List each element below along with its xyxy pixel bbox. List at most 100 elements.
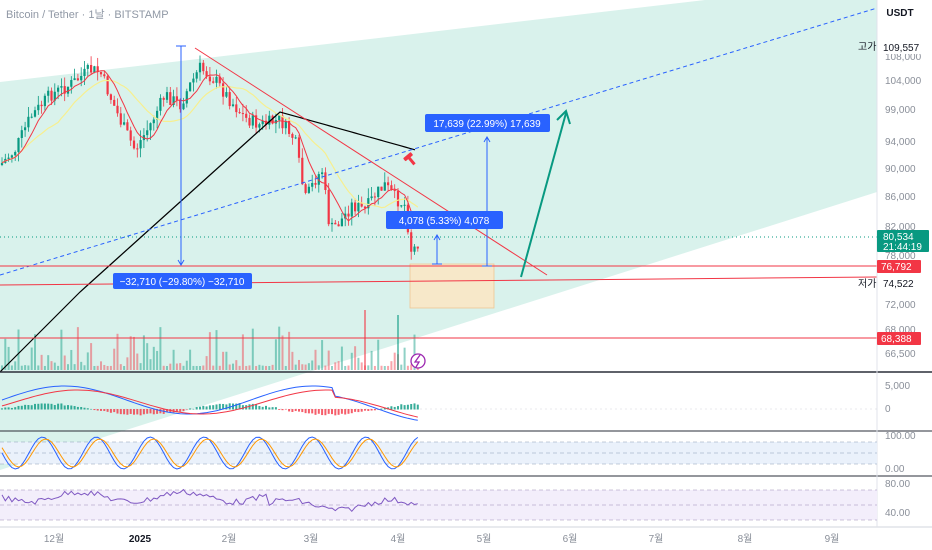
symbol-title[interactable]: Bitcoin / Tether · 1날 · BITSTAMP [6,9,169,21]
candle[interactable] [413,244,416,255]
candle[interactable] [380,186,383,191]
candle[interactable] [165,86,169,103]
candle[interactable] [218,73,221,87]
candle[interactable] [175,87,178,107]
candle[interactable] [363,205,367,214]
candle[interactable] [284,117,287,135]
candle[interactable] [132,136,136,150]
candle[interactable] [106,74,109,96]
candle[interactable] [231,98,235,108]
stochastic-pane[interactable] [0,436,877,470]
candle[interactable] [274,113,277,134]
candle[interactable] [96,57,99,81]
candle[interactable] [228,85,231,110]
candle[interactable] [60,78,63,97]
candle[interactable] [116,98,119,117]
candle[interactable] [241,103,244,122]
candle[interactable] [129,126,132,146]
candle[interactable] [14,150,17,161]
candle[interactable] [347,205,350,226]
moving-average-yellow[interactable] [1,79,419,209]
candle[interactable] [255,109,258,133]
candle[interactable] [50,87,53,106]
candle[interactable] [307,183,310,194]
candle[interactable] [149,122,152,141]
candle[interactable] [350,198,353,226]
candle[interactable] [330,218,334,232]
lightning-icon[interactable] [410,353,426,369]
candle[interactable] [53,83,56,106]
candle[interactable] [40,100,43,114]
candle[interactable] [63,77,66,102]
candle[interactable] [410,229,413,260]
candlestick-series[interactable] [0,55,419,260]
candle[interactable] [294,134,297,140]
candle[interactable] [136,143,139,158]
candle[interactable] [195,70,198,83]
candle[interactable] [387,176,390,192]
candle[interactable] [182,97,185,111]
candle[interactable] [103,70,106,79]
candle[interactable] [208,67,211,86]
measure-arrow-bounce[interactable] [432,234,442,265]
candle[interactable] [0,157,4,167]
candle[interactable] [172,89,175,108]
moving-average-black[interactable] [0,111,416,373]
candle[interactable] [189,82,192,92]
candle[interactable] [383,172,386,191]
candle[interactable] [179,98,182,113]
candle[interactable] [248,114,251,129]
candle[interactable] [327,183,330,227]
candle[interactable] [47,86,50,103]
candle[interactable] [311,174,314,192]
candle[interactable] [113,95,116,106]
measure-arrow-target[interactable] [482,136,492,267]
candle[interactable] [37,95,40,115]
candle[interactable] [416,246,419,252]
candle[interactable] [126,119,129,131]
candle[interactable] [20,125,23,148]
candle[interactable] [370,186,373,201]
candle[interactable] [367,188,370,215]
descending-trend-line[interactable] [194,47,548,276]
candle[interactable] [337,221,340,227]
price-axis[interactable]: USDT 108,000 104,000 99,000 94,000 90,00… [858,8,932,519]
candle[interactable] [317,171,320,193]
candle[interactable] [354,198,357,216]
candle[interactable] [76,73,79,82]
candle[interactable] [268,110,271,130]
candle[interactable] [159,94,162,116]
hammer-icon[interactable] [403,152,418,168]
candle[interactable] [90,56,93,75]
candle[interactable] [238,108,241,114]
candle[interactable] [169,86,172,106]
candle[interactable] [225,86,228,99]
candle[interactable] [43,93,46,111]
measure-label-bounce[interactable]: 4,078 (5.33%) 4,078 [386,211,503,229]
candle[interactable] [185,88,188,108]
candle[interactable] [304,182,307,195]
candle[interactable] [390,180,393,191]
candle[interactable] [212,77,215,84]
candle[interactable] [301,148,304,186]
candle[interactable] [119,106,122,128]
candle[interactable] [156,106,159,129]
candle[interactable] [291,132,294,145]
candle[interactable] [66,86,70,97]
candle[interactable] [271,114,274,125]
candle[interactable] [393,184,396,199]
candle[interactable] [17,137,20,162]
regression-channel[interactable] [0,0,877,470]
candle[interactable] [192,73,195,92]
projection-arrow[interactable] [520,109,571,278]
candle[interactable] [297,134,301,163]
candle[interactable] [235,96,238,118]
candle[interactable] [340,213,343,227]
dashed-trend-line[interactable] [0,7,878,276]
candle[interactable] [377,186,380,205]
candle[interactable] [139,130,142,158]
candle[interactable] [123,113,126,126]
candle[interactable] [324,167,327,195]
